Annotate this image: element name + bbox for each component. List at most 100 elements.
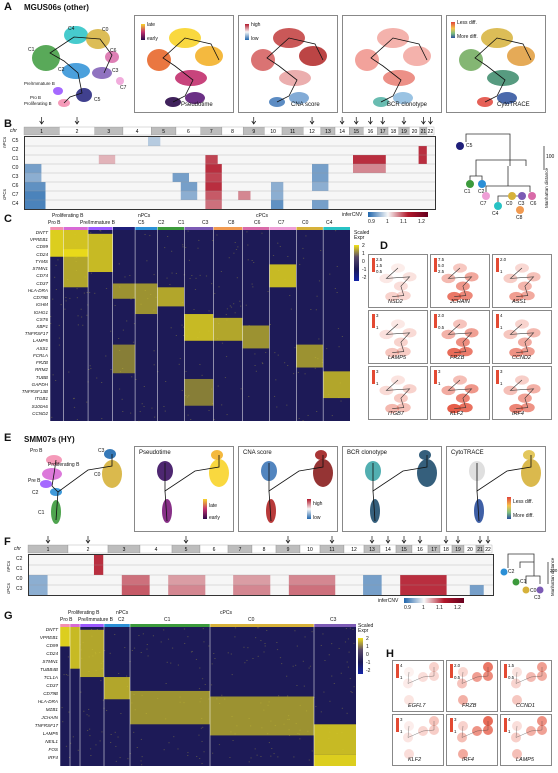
panel-c-tick-4: -2 bbox=[362, 275, 367, 281]
tree-b-label: Manhattan distance bbox=[544, 167, 549, 208]
cyto-more-label: More diff. bbox=[457, 34, 478, 40]
gene-label: CCND2 bbox=[32, 410, 48, 416]
panel-f-cpcs-label: cPCs bbox=[6, 583, 11, 594]
cluster-label-c4: C4 bbox=[68, 26, 75, 32]
expr-block bbox=[242, 325, 270, 349]
scale-bar bbox=[434, 258, 437, 272]
e-tile-title-bcr: BCR clonotype bbox=[347, 450, 388, 456]
panel-c-group-c0: C0 bbox=[302, 220, 309, 226]
panel-c-tick-1: 1 bbox=[362, 251, 365, 257]
panel-g-tick-3: -1 bbox=[366, 660, 371, 666]
chr-label: 17 bbox=[431, 547, 437, 553]
row-label: C3 bbox=[16, 586, 23, 592]
feature-blob bbox=[512, 695, 522, 705]
expr-block bbox=[80, 629, 104, 678]
chr-label: 18 bbox=[391, 129, 397, 135]
row-label: C0 bbox=[16, 576, 23, 582]
trajectory-line bbox=[385, 267, 411, 297]
expr-block bbox=[70, 627, 80, 669]
cnv-segment bbox=[25, 191, 46, 200]
gene-label: CD24 bbox=[36, 251, 48, 257]
panel-g-group-cpcs: cPCs bbox=[220, 610, 232, 616]
chr-label: 5 bbox=[162, 129, 165, 135]
group-bar bbox=[135, 227, 158, 230]
panel-e-bcr-svg bbox=[365, 450, 437, 523]
chr-label: 4 bbox=[136, 129, 139, 135]
chr-label: 4 bbox=[155, 547, 158, 553]
trajectory-line bbox=[447, 379, 473, 409]
chr-block bbox=[483, 544, 493, 554]
scale-bar bbox=[372, 314, 375, 328]
gene-label: TUBB bbox=[35, 374, 48, 380]
scale-bar bbox=[450, 664, 453, 678]
feature-blob bbox=[404, 695, 414, 705]
panel-b-heatmap-svg bbox=[25, 137, 435, 209]
feature-plot: 4 1 EGFL7 bbox=[392, 660, 444, 712]
scale-tick: 1 bbox=[400, 675, 403, 680]
panel-c-group-npcs: nPCs bbox=[138, 213, 151, 219]
e-cluster-preb: Pre B bbox=[28, 478, 41, 484]
group-bar bbox=[314, 624, 356, 627]
cnv-segment bbox=[25, 182, 46, 191]
pseudo-early-label: early bbox=[147, 36, 158, 42]
feature-blob bbox=[458, 749, 468, 759]
panel-e-letter: E bbox=[4, 432, 12, 444]
group-bar bbox=[104, 624, 130, 627]
arrow-icon bbox=[183, 536, 189, 544]
feature-blob bbox=[385, 347, 400, 358]
cyto-less-label: Less diff. bbox=[457, 20, 477, 26]
scale-bar bbox=[434, 314, 437, 328]
chr-label: 2 bbox=[87, 547, 90, 553]
cluster-label-preimm: Pre/Immature B bbox=[24, 81, 55, 86]
panel-a-cluster-umap: C4 C0 C1 C6 C2 C3 C7 C5 Pre/Immature B P… bbox=[24, 13, 128, 111]
cnv-segment bbox=[233, 585, 271, 595]
e-pseudo-early: early bbox=[209, 515, 220, 521]
arrow-icon bbox=[485, 536, 491, 544]
gene-label: LAMP5 bbox=[32, 338, 48, 344]
tree-b-leaf-c5: C5 bbox=[466, 143, 473, 149]
expr-block bbox=[210, 696, 314, 736]
row-label: C0 bbox=[12, 164, 19, 171]
scale-tick: 3 bbox=[400, 717, 403, 722]
trajectory-line bbox=[385, 379, 411, 409]
tree-f-leaf-c0: C0 bbox=[530, 588, 537, 594]
cluster-label-c2: C2 bbox=[58, 67, 65, 73]
trajectory-line bbox=[515, 721, 543, 738]
panel-c-tick-3: -1 bbox=[362, 267, 367, 273]
panel-f-tick-3: 1.2 bbox=[454, 605, 461, 611]
cnv-segment bbox=[25, 164, 42, 173]
gene-label: CD37 bbox=[36, 280, 48, 286]
cnv-segment bbox=[271, 191, 284, 200]
chr-label: 8 bbox=[231, 129, 234, 135]
panel-f-chr-label: chr bbox=[14, 546, 21, 552]
scale-tick: 1 bbox=[400, 729, 403, 734]
gene-label: VPREB1 bbox=[29, 237, 48, 243]
tree-b-leaf-c1: C1 bbox=[464, 189, 471, 195]
feature-gene-label: ASS1 bbox=[512, 299, 527, 305]
tile-title-bcr: BCR clonotype bbox=[387, 102, 428, 108]
panel-g-group-c2: C2 bbox=[118, 617, 125, 623]
chr-label: 8 bbox=[263, 547, 266, 553]
panel-g-heatmap bbox=[59, 624, 356, 766]
panel-g-heatmap-svg bbox=[59, 624, 356, 766]
group-bar bbox=[60, 624, 70, 627]
panel-f-tick-0: 0.9 bbox=[404, 605, 411, 611]
gene-label: XBP1 bbox=[36, 324, 48, 329]
row-label: C4 bbox=[12, 200, 19, 207]
gene-label: TUBB4B bbox=[40, 667, 58, 672]
expr-block bbox=[63, 249, 89, 288]
row-label: C2 bbox=[12, 146, 19, 153]
panel-b-tick-3: 1.2 bbox=[418, 219, 425, 225]
gene-label: IGHM bbox=[36, 302, 48, 308]
scale-tick: 1.5 bbox=[508, 663, 515, 668]
tree-f-leaf-c1: C1 bbox=[520, 579, 527, 585]
group-bar bbox=[50, 227, 64, 230]
gene-label: MZB1 bbox=[45, 707, 58, 712]
panel-a-cytotrace-tile: Less diff. More diff. CytoTRACE bbox=[446, 15, 546, 113]
cnv-segment bbox=[312, 182, 329, 191]
cluster-label-c6: C6 bbox=[110, 48, 117, 54]
feature-blob bbox=[404, 749, 414, 759]
row-label: C1 bbox=[16, 566, 23, 572]
cnv-segment bbox=[418, 155, 427, 164]
pseudo-late-label: late bbox=[147, 22, 156, 28]
